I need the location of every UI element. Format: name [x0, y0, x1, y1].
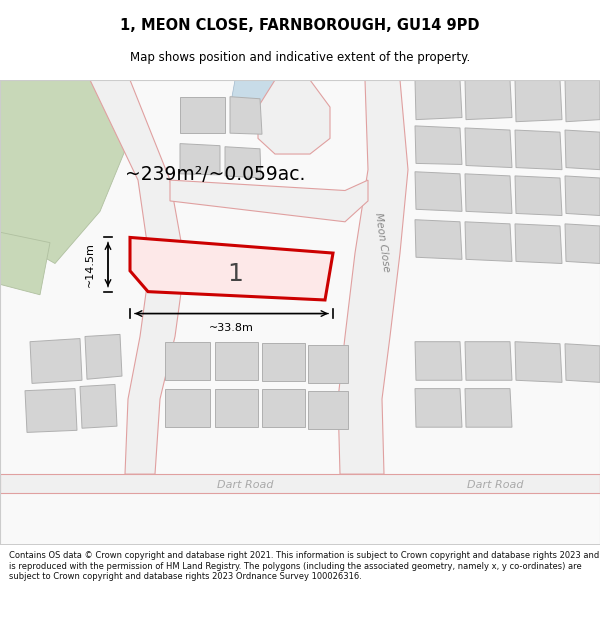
Polygon shape — [232, 80, 280, 109]
Polygon shape — [230, 97, 262, 134]
Polygon shape — [415, 126, 462, 164]
Polygon shape — [262, 342, 305, 381]
Polygon shape — [465, 80, 512, 119]
Polygon shape — [180, 144, 220, 175]
Polygon shape — [415, 172, 462, 211]
Polygon shape — [262, 389, 305, 427]
Polygon shape — [565, 344, 600, 382]
Polygon shape — [465, 222, 512, 261]
Polygon shape — [170, 180, 368, 222]
Polygon shape — [225, 147, 261, 178]
Text: ~14.5m: ~14.5m — [85, 242, 95, 287]
Polygon shape — [565, 224, 600, 264]
Polygon shape — [165, 342, 210, 380]
Polygon shape — [308, 391, 348, 429]
Polygon shape — [308, 345, 348, 383]
Polygon shape — [565, 130, 600, 169]
Polygon shape — [180, 97, 225, 133]
Polygon shape — [415, 342, 462, 380]
Polygon shape — [465, 389, 512, 427]
Polygon shape — [165, 389, 210, 427]
Polygon shape — [258, 80, 330, 154]
Polygon shape — [465, 342, 512, 380]
Polygon shape — [515, 80, 562, 122]
Polygon shape — [25, 389, 77, 432]
Polygon shape — [565, 80, 600, 122]
Polygon shape — [415, 389, 462, 427]
Polygon shape — [515, 224, 562, 264]
Polygon shape — [80, 384, 117, 428]
Text: Dart Road: Dart Road — [217, 479, 273, 489]
Polygon shape — [85, 80, 185, 474]
Text: Contains OS data © Crown copyright and database right 2021. This information is : Contains OS data © Crown copyright and d… — [9, 551, 599, 581]
Text: Meon Close: Meon Close — [373, 213, 391, 273]
Polygon shape — [465, 128, 512, 168]
Polygon shape — [0, 474, 600, 493]
Text: 1: 1 — [227, 262, 243, 286]
Text: Dart Road: Dart Road — [467, 479, 523, 489]
Polygon shape — [565, 176, 600, 216]
Text: ~33.8m: ~33.8m — [209, 323, 254, 333]
Polygon shape — [515, 342, 562, 382]
Text: Map shows position and indicative extent of the property.: Map shows position and indicative extent… — [130, 51, 470, 64]
Polygon shape — [85, 334, 122, 379]
Polygon shape — [0, 80, 600, 545]
Polygon shape — [0, 80, 130, 264]
Polygon shape — [215, 389, 258, 427]
Polygon shape — [415, 80, 462, 119]
Polygon shape — [130, 238, 333, 300]
Polygon shape — [465, 174, 512, 214]
Polygon shape — [0, 232, 50, 295]
Text: 1, MEON CLOSE, FARNBOROUGH, GU14 9PD: 1, MEON CLOSE, FARNBOROUGH, GU14 9PD — [120, 18, 480, 33]
Polygon shape — [415, 220, 462, 259]
Polygon shape — [215, 342, 258, 380]
Text: ~239m²/~0.059ac.: ~239m²/~0.059ac. — [125, 166, 305, 184]
Polygon shape — [515, 176, 562, 216]
Polygon shape — [30, 339, 82, 383]
Polygon shape — [515, 130, 562, 169]
Polygon shape — [338, 80, 408, 474]
